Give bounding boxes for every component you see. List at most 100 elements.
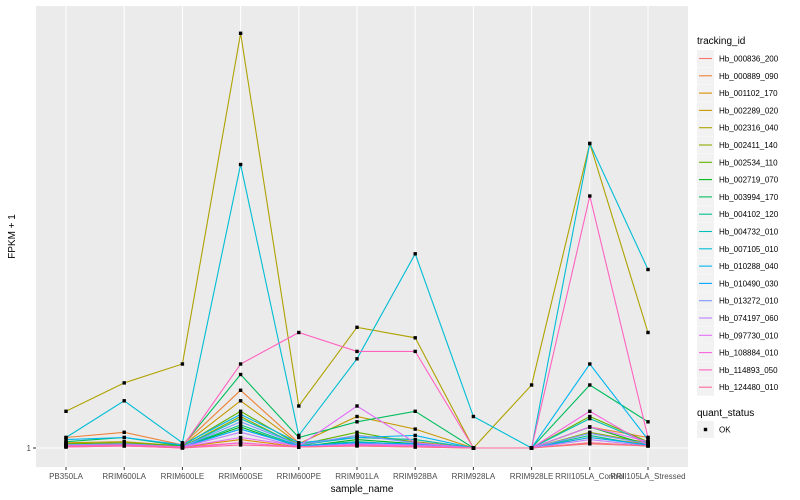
data-point [588,441,592,445]
data-point [588,414,592,419]
data-point [646,267,650,272]
data-point [122,444,126,448]
legend-label: Hb_013272_010 [719,297,779,306]
data-point [529,446,534,450]
legend-item: Hb_108884_010 [697,344,779,362]
x-tick-label: RRIM928LA [452,472,496,481]
legend-item: Hb_007105_010 [697,240,779,258]
data-point [355,325,359,329]
data-point [588,409,592,413]
data-point [588,433,592,438]
data-point [64,440,68,444]
legend-label: Hb_000836_200 [719,55,779,64]
data-point [238,435,243,440]
legend-item: Hb_000889_090 [697,67,779,85]
legend-item: Hb_000836_200 [697,50,779,67]
data-point [471,414,476,419]
legend-item: Hb_074197_060 [697,309,779,327]
legend-label: Hb_002411_140 [719,141,778,150]
data-point [64,409,68,413]
legend-item: Hb_114893_050 [697,361,778,379]
legend-label: Hb_097730_010 [719,331,779,340]
data-point [297,330,301,335]
legend-label: Hb_002316_040 [719,124,779,133]
data-point [238,416,243,421]
legend-label: Hb_007105_010 [719,245,779,254]
legend-item: Hb_002719_070 [697,171,779,189]
legend-label: Hb_002289_020 [719,106,779,115]
data-point [64,437,68,442]
data-point [413,433,417,438]
data-point [297,441,301,445]
data-point [122,399,126,403]
data-point [238,430,243,434]
legend-label: Hb_002534_110 [719,158,778,167]
data-point [646,437,650,442]
data-point [355,435,359,440]
y-tick-label: 1 [27,444,32,453]
data-point [588,194,592,198]
data-point [238,362,243,366]
data-point [238,441,243,445]
data-point [238,425,243,429]
data-point [355,357,359,361]
data-point [413,349,417,354]
data-point [646,440,650,444]
data-point [122,435,126,440]
legend-label: Hb_000889_090 [719,72,779,81]
data-point [238,443,243,447]
legend-item: Hb_002289_020 [697,101,779,119]
data-point [355,444,359,448]
data-point [355,430,359,434]
data-point [588,141,592,146]
legend-item: Hb_001102_170 [697,84,778,102]
data-point [471,446,476,450]
legend-title-tracking-id: tracking_id [697,36,745,47]
x-tick-label: RRIM928LE [510,472,554,481]
x-axis-ticks: PB350LA RRIM600LA RRIM600LE RRIM600SE RRIM60… [49,467,686,481]
legend-label: Hb_108884_010 [719,349,779,358]
legend-item: Hb_097730_010 [697,326,779,344]
data-point [355,349,359,354]
data-point [646,444,650,448]
x-tick-label: PB350LA [49,472,83,481]
data-point [588,362,592,366]
legend-item: Hb_010490_030 [697,274,779,292]
legend-label: Hb_124480_010 [719,383,779,392]
legend-item: Hb_010288_040 [697,257,779,275]
data-points [64,31,650,450]
data-point [413,252,417,256]
data-point [238,31,243,35]
legend-item: OK [697,421,731,438]
grid [36,6,688,467]
legend-label: Hb_002719_070 [719,176,779,185]
data-point [588,431,592,435]
x-tick-label: RRIM600SE [218,472,262,481]
x-tick-label: RRIM600LA [102,472,146,481]
legend-key-point [703,427,708,432]
legend-item: Hb_004102_120 [697,205,779,223]
data-point [588,383,592,387]
data-point [297,404,301,408]
data-point [355,414,359,419]
legend: tracking_id Hb_000836_200 Hb_000889_090 Hb_… [697,36,779,438]
data-point [588,416,592,421]
data-point [297,433,301,438]
data-point [238,414,243,419]
legend-label: Hb_074197_060 [719,314,779,323]
data-point [413,336,417,340]
data-point [180,362,185,366]
legend-item: Hb_002411_140 [697,136,778,154]
data-point [355,433,359,438]
legend-label: Hb_010288_040 [719,262,779,271]
legend-label: Hb_004732_010 [719,228,779,237]
data-point [413,441,417,445]
data-point [588,437,592,442]
data-point [646,435,650,440]
data-point [297,435,301,440]
data-point [238,372,243,377]
x-tick-label: RRIM928BA [393,472,438,481]
data-point [122,430,126,434]
legend-label: Hb_010490_030 [719,279,779,288]
x-tick-label: RRII105LA_Stressed [610,472,685,481]
